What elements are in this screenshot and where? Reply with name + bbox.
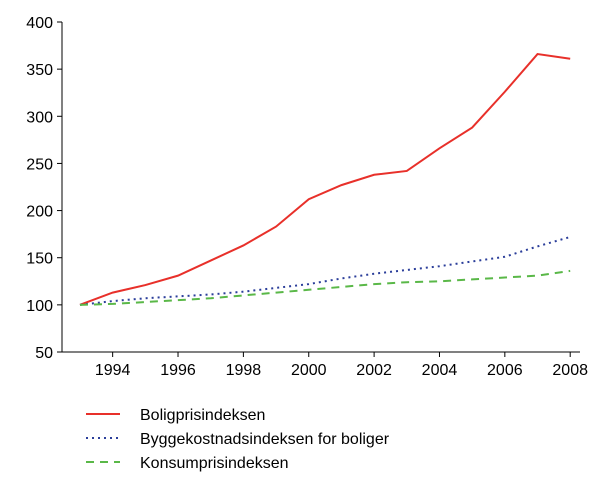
- series-line: [79, 269, 571, 306]
- y-tick-label: 350: [26, 62, 53, 79]
- x-tick-label: 1994: [95, 362, 131, 379]
- y-tick-label: 100: [26, 298, 53, 315]
- legend-label: Byggekostnadsindeksen for boliger: [140, 431, 390, 448]
- x-tick-label: 2006: [487, 362, 523, 379]
- x-tick-label: 1998: [226, 362, 262, 379]
- x-tick-label: 2002: [356, 362, 392, 379]
- legend-label: Boligprisindeksen: [140, 407, 265, 424]
- y-tick-label: 150: [26, 251, 53, 268]
- series-line: [79, 236, 571, 306]
- y-tick-label: 200: [26, 204, 53, 221]
- x-tick-label: 1996: [160, 362, 196, 379]
- legend-label: Konsumprisindeksen: [140, 455, 289, 472]
- x-tick-label: 2008: [552, 362, 588, 379]
- x-tick-label: 2004: [422, 362, 458, 379]
- y-tick-label: 400: [26, 15, 53, 32]
- series-line: [79, 52, 571, 306]
- y-tick-label: 50: [35, 345, 53, 362]
- y-tick-label: 250: [26, 156, 53, 173]
- y-tick-label: 300: [26, 109, 53, 126]
- x-tick-label: 2000: [291, 362, 327, 379]
